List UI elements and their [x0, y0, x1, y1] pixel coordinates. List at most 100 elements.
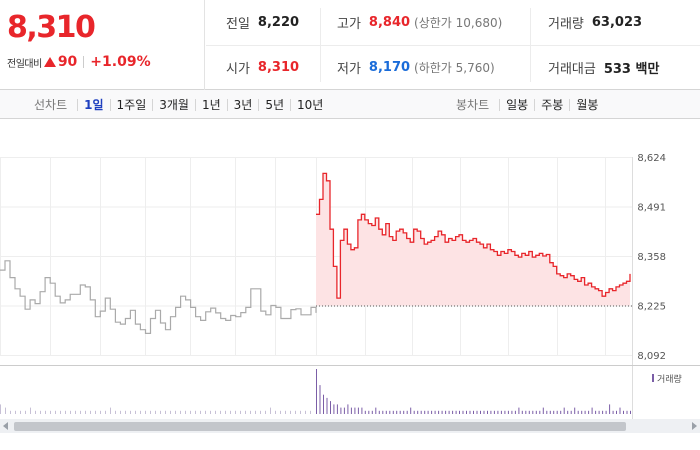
volume-bar — [343, 407, 345, 414]
period-1w[interactable]: 1주일 — [109, 98, 153, 112]
scrollbar-thumb[interactable] — [14, 422, 626, 431]
period-3m[interactable]: 3개월 — [152, 98, 195, 112]
period-daily[interactable]: 일봉 — [499, 98, 534, 112]
period-10y[interactable]: 10년 — [290, 98, 329, 112]
volume-bar — [417, 410, 419, 414]
period-3y[interactable]: 3년 — [226, 98, 259, 112]
line-chart-periods: 선차트 1일 1주일 3개월 1년 3년 5년 10년 — [34, 90, 329, 119]
volume-bar — [490, 410, 492, 414]
price-box: 8,310 전일대비 90 +1.09% — [0, 0, 205, 90]
volume-bar — [396, 410, 398, 414]
volume-bar — [195, 410, 196, 414]
prev-close-cell: 전일 8,220 — [226, 0, 299, 45]
scroll-right-icon[interactable] — [692, 422, 697, 430]
volume-label: 거래량 — [548, 17, 584, 32]
volume-bar — [473, 410, 474, 414]
volume-bar — [521, 410, 523, 414]
volume-bar — [354, 407, 356, 414]
volume-bar — [285, 410, 286, 414]
volume-bar — [70, 410, 71, 414]
volume-bar — [602, 410, 604, 414]
volume-bar — [455, 410, 457, 414]
volume-bar — [319, 385, 321, 414]
volume-bar — [130, 410, 131, 414]
volume-bar — [230, 410, 231, 414]
volume-bar — [265, 410, 266, 414]
volume-bar — [105, 410, 106, 414]
volume-bar — [75, 410, 76, 414]
volume-bar — [270, 407, 271, 414]
volume-bar — [445, 410, 447, 414]
volume-bar — [20, 410, 21, 414]
volume-bar — [424, 410, 426, 414]
volume-bar — [333, 404, 335, 414]
volume-bar — [135, 410, 136, 414]
prev-close-value: 8,220 — [257, 15, 300, 30]
volume-bar — [535, 410, 537, 414]
volume-bar — [518, 407, 520, 414]
volume-bar — [145, 410, 146, 414]
volume-bar — [295, 410, 296, 414]
volume-bar — [100, 410, 101, 414]
volume-bar — [371, 410, 373, 414]
volume-bar — [260, 410, 261, 414]
volume-bar — [200, 410, 201, 414]
current-price: 8,310 — [7, 10, 96, 45]
volume-bar — [40, 410, 41, 414]
volume-bar — [115, 410, 116, 414]
horizontal-scrollbar[interactable] — [0, 419, 700, 433]
volume-bar — [403, 410, 405, 414]
divider — [206, 45, 700, 46]
volume-bar — [588, 410, 590, 414]
y-tick-label: 8,624 — [637, 153, 666, 164]
volume-bar — [185, 410, 186, 414]
volume-bar — [326, 397, 328, 414]
chart-canvas: 8,6248,4918,3588,2258,092거래량10:0011:0012… — [0, 153, 700, 429]
volume-bar — [336, 404, 338, 414]
volume-bar — [385, 410, 387, 414]
period-1d[interactable]: 1일 — [77, 98, 109, 112]
volume-bar — [30, 407, 31, 414]
low-label: 저가 — [337, 62, 361, 77]
volume-bar — [180, 410, 181, 414]
volume-bar — [459, 410, 460, 414]
period-1y[interactable]: 1년 — [194, 98, 227, 112]
period-monthly[interactable]: 월봉 — [569, 98, 604, 112]
volume-bar — [305, 410, 306, 414]
volume-bar — [35, 410, 36, 414]
volume-bar — [487, 410, 488, 414]
volume-bar — [584, 410, 586, 414]
volume-legend-label: 거래량 — [657, 373, 682, 385]
volume-bar — [507, 410, 509, 414]
amount-cell: 거래대금 533 백만 — [548, 45, 659, 90]
volume-bar — [55, 410, 56, 414]
volume-bar — [275, 410, 276, 414]
volume-bar — [549, 410, 551, 414]
volume-bar — [120, 410, 121, 414]
volume-bar — [438, 410, 440, 414]
period-5y[interactable]: 5년 — [258, 98, 290, 112]
volume-bar — [250, 410, 251, 414]
volume-bar — [0, 404, 1, 414]
volume-bar — [389, 410, 391, 414]
volume-bar — [210, 410, 211, 414]
volume-bar — [591, 407, 593, 414]
change-label: 전일대비 — [7, 58, 42, 70]
quote-summary: 8,310 전일대비 90 +1.09% 전일 8,220 시가 8,310 고… — [0, 0, 700, 90]
price-chart[interactable]: 8,6248,4918,3588,2258,092거래량10:0011:0012… — [0, 119, 700, 450]
scroll-left-icon[interactable] — [3, 422, 8, 430]
volume-bar — [290, 410, 291, 414]
volume-bar — [60, 410, 61, 414]
y-tick-label: 8,491 — [637, 203, 666, 214]
volume-bar — [361, 407, 363, 414]
open-value: 8,310 — [257, 60, 300, 75]
amount-value: 533 백만 — [603, 62, 660, 77]
volume-bar — [300, 410, 301, 414]
period-weekly[interactable]: 주봉 — [534, 98, 569, 112]
volume-bar — [511, 410, 513, 414]
volume-bar — [577, 410, 579, 414]
volume-bar — [50, 410, 51, 414]
volume-bar — [45, 410, 46, 414]
volume-bar — [382, 410, 384, 414]
volume-bar — [480, 410, 481, 414]
